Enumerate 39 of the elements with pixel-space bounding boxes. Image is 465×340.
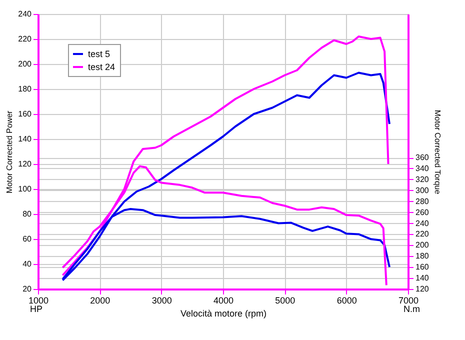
y-tick-label: 220 bbox=[18, 34, 32, 44]
y2-tick-label: 180 bbox=[416, 252, 430, 261]
y-tick-label: 40 bbox=[22, 260, 32, 268]
y2-tick-label: 160 bbox=[416, 262, 430, 272]
legend-label: test 24 bbox=[88, 62, 116, 72]
y2-tick-label: 360 bbox=[416, 153, 430, 162]
x-tick-label: 1000 bbox=[28, 296, 49, 306]
y-tick-label: 200 bbox=[18, 60, 32, 68]
x-axis-title: Velocità motore (rpm) bbox=[180, 308, 267, 318]
x-tick-label: 7000 bbox=[398, 296, 419, 306]
x-tick-label: 6000 bbox=[336, 296, 357, 306]
x-tick-label: 4000 bbox=[213, 296, 234, 306]
y2-tick-label: 280 bbox=[416, 196, 430, 206]
x-tick-label: 5000 bbox=[275, 296, 296, 306]
x-tick-label: 2000 bbox=[90, 296, 110, 306]
y-tick-label: 60 bbox=[22, 234, 32, 244]
y-tick-label: 140 bbox=[18, 134, 32, 144]
y2-tick-label: 340 bbox=[416, 164, 430, 173]
y-tick-label: 20 bbox=[22, 284, 32, 294]
y-tick-label: 80 bbox=[22, 210, 32, 218]
x-tick-label: 3000 bbox=[152, 296, 172, 306]
y-tick-label: 240 bbox=[18, 10, 32, 18]
y-tick-label: 160 bbox=[18, 110, 32, 118]
legend-label: test 5 bbox=[88, 49, 110, 59]
y-tick-label: 180 bbox=[18, 84, 32, 94]
y2-axis-title: Motor Corrected Torque bbox=[432, 110, 442, 195]
y2-tick-label: 220 bbox=[416, 230, 430, 239]
y2-tick-label: 120 bbox=[416, 284, 430, 294]
y2-tick-label: 320 bbox=[416, 174, 430, 184]
y2-tick-label: 300 bbox=[416, 186, 430, 195]
y2-tick-label: 200 bbox=[416, 240, 430, 250]
text: HP bbox=[30, 304, 43, 314]
text: N.m bbox=[404, 304, 420, 314]
y-tick-label: 100 bbox=[18, 184, 32, 194]
y2-tick-label: 260 bbox=[416, 208, 430, 217]
y2-tick-label: 240 bbox=[416, 218, 430, 228]
y-axis-title: Motor Corrected Power bbox=[5, 110, 14, 194]
y-tick-label: 120 bbox=[18, 160, 32, 168]
y2-tick-label: 140 bbox=[416, 274, 430, 283]
